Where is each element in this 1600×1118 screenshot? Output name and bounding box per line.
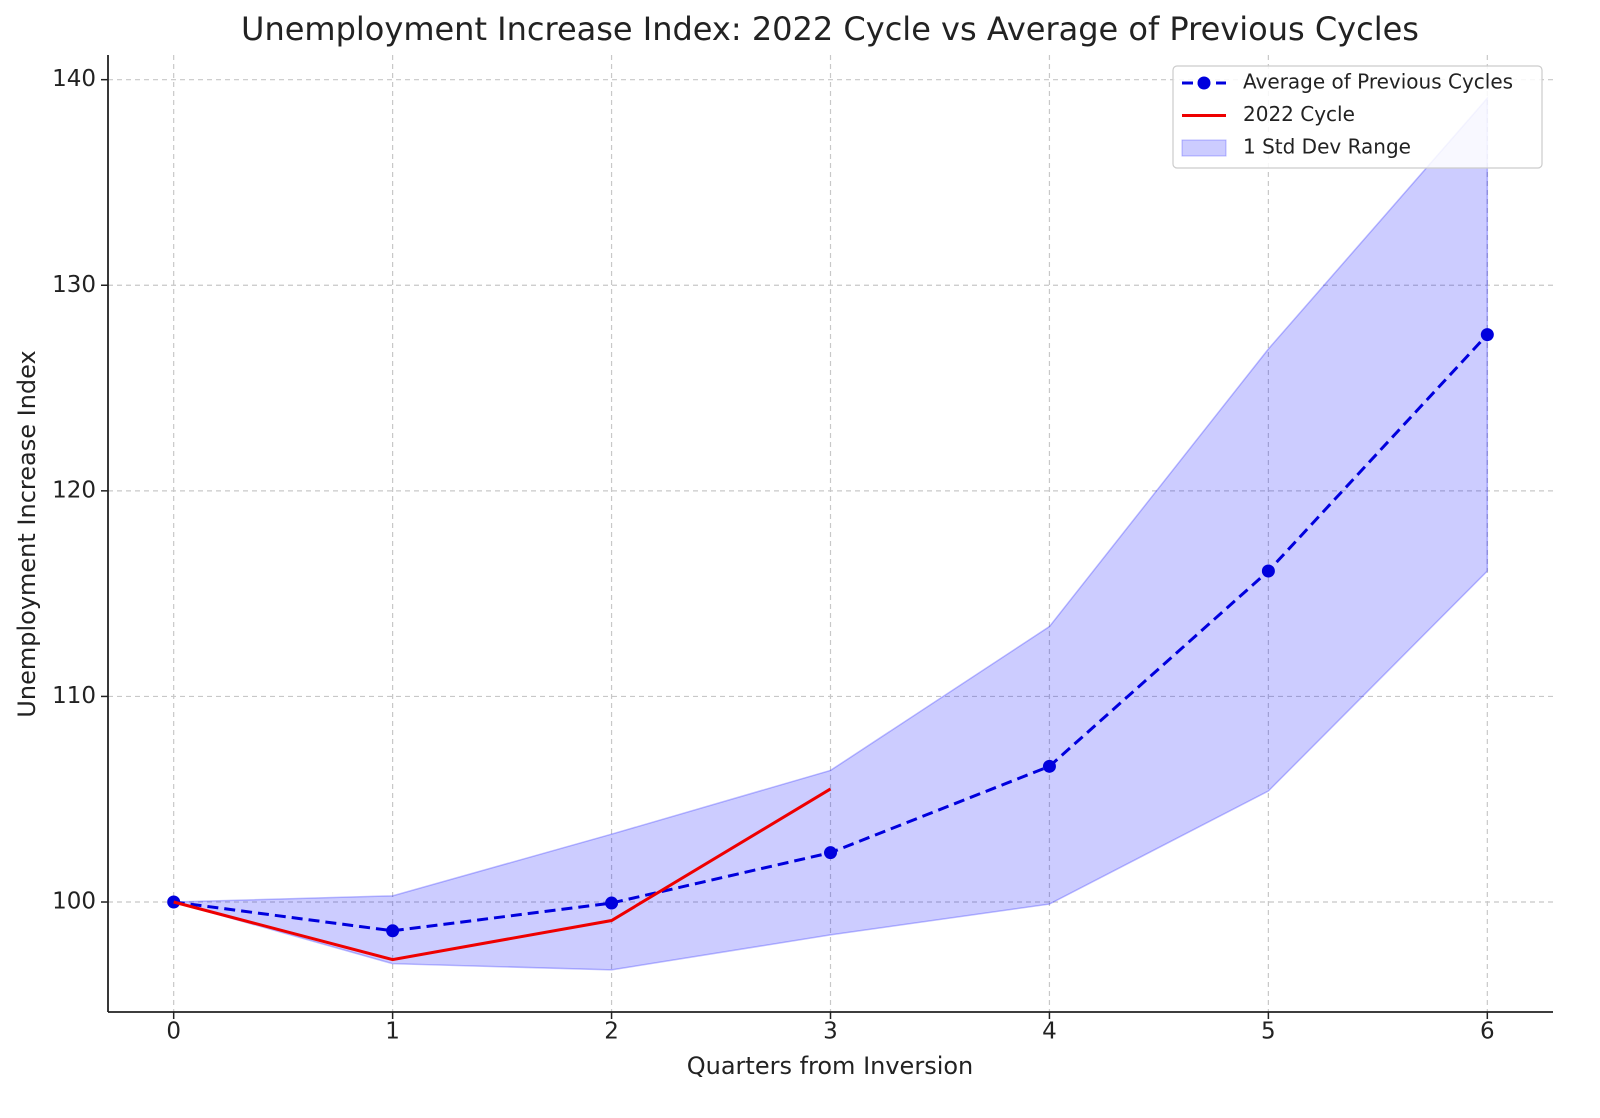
y-axis-label: Unemployment Increase Index (13, 350, 41, 717)
x-tick-label: 1 (385, 1019, 400, 1045)
y-tick-label: 140 (52, 66, 96, 92)
plot-area (167, 96, 1494, 971)
legend-label: 1 Std Dev Range (1243, 135, 1411, 159)
series-line (173, 787, 832, 962)
legend-label: 2022 Cycle (1243, 102, 1355, 126)
legend-marker (1197, 76, 1211, 90)
x-tick-label: 0 (166, 1019, 181, 1045)
legend-swatch (1181, 139, 1227, 157)
x-tick-label: 2 (604, 1019, 619, 1045)
grid (108, 55, 1553, 1012)
x-tick-label: 4 (1042, 1019, 1057, 1045)
data-point (1261, 564, 1275, 578)
data-point (1042, 759, 1056, 773)
y-tick-label: 130 (52, 272, 96, 298)
x-axis-label: Quarters from Inversion (687, 1052, 974, 1080)
x-tick-label: 6 (1480, 1019, 1495, 1045)
legend: Average of Previous Cycles 2022 Cycle 1 St… (1172, 65, 1543, 169)
x-tick-label: 5 (1261, 1019, 1276, 1045)
y-tick-label: 100 (52, 889, 96, 915)
data-point (605, 896, 619, 910)
chart-title: Unemployment Increase Index: 2022 Cycle … (241, 10, 1419, 48)
y-tick-label: 110 (52, 683, 96, 709)
y-tick-label: 120 (52, 477, 96, 503)
data-point (824, 846, 837, 860)
legend-box (1172, 65, 1543, 169)
data-point (1480, 328, 1494, 342)
x-tick-label: 3 (823, 1019, 838, 1045)
legend-label: Average of Previous Cycles (1243, 70, 1513, 94)
data-point (386, 924, 400, 938)
